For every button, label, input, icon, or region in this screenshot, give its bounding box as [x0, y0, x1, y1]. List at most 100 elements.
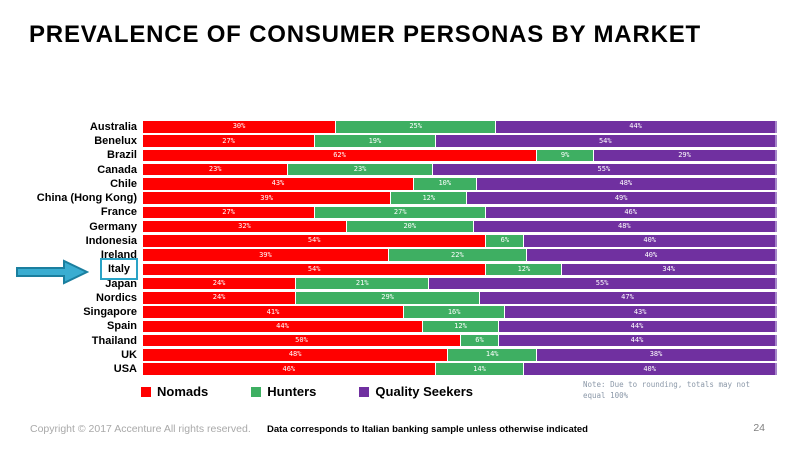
legend-label: Nomads	[157, 384, 209, 399]
stacked-bar: 27% 19% 54%	[143, 135, 777, 147]
stacked-bar: 48% 14% 38%	[143, 349, 777, 361]
chart-row: Indonesia 54% 6% 40%	[28, 235, 777, 247]
bar-segment-hunters: 20%	[345, 220, 473, 233]
highlight-arrow-shape	[16, 259, 89, 285]
stacked-bar: 43% 10% 48%	[143, 178, 777, 190]
bar-segment-hunters: 9%	[536, 149, 594, 162]
bar-value-label: 27%	[222, 207, 235, 216]
bar-value-label: 29%	[381, 293, 394, 302]
bar-segment-nomads: 39%	[143, 249, 388, 261]
bar-segment-hunters: 27%	[314, 206, 486, 219]
bar-segment-hunters: 6%	[460, 334, 499, 347]
chart-row: Benelux 27% 19% 54%	[28, 135, 777, 147]
category-label-text: Ireland	[100, 249, 137, 262]
category-label: Canada	[28, 164, 143, 176]
bar-segment-quality-seekers: 44%	[498, 320, 777, 333]
bar-value-label: 30%	[232, 122, 246, 131]
bar-segment-hunters: 23%	[287, 163, 432, 176]
bar-segment-quality-seekers: 43%	[504, 306, 777, 318]
bar-value-label: 16%	[447, 307, 461, 316]
category-label-text: Germany	[89, 220, 137, 233]
stacked-bar: 41% 16% 43%	[143, 306, 777, 318]
bar-value-label: 48%	[288, 350, 302, 359]
bar-value-label: 32%	[238, 222, 251, 231]
bar-segment-nomads: 46%	[143, 363, 435, 375]
stacked-bar: 39% 22% 40%	[143, 249, 777, 261]
category-label-text: Singapore	[83, 306, 137, 319]
category-label-text: Nordics	[96, 291, 137, 304]
category-label: Thailand	[28, 335, 143, 347]
legend-label: Quality Seekers	[375, 384, 473, 399]
bar-segment-hunters: 10%	[412, 178, 476, 190]
bar-value-label: 43%	[271, 179, 285, 188]
bar-value-label: 39%	[260, 193, 273, 202]
legend-item: Nomads	[141, 384, 208, 399]
chart-row: Australia 30% 25% 44%	[28, 121, 777, 133]
category-label: Benelux	[28, 135, 143, 147]
bar-segment-nomads: 27%	[143, 206, 315, 219]
bar-segment-hunters: 6%	[485, 235, 524, 247]
stacked-bar: 54% 12% 34%	[143, 263, 777, 276]
bar-value-label: 40%	[644, 250, 658, 259]
bar-value-label: 24%	[212, 279, 226, 288]
bar-value-label: 27%	[222, 136, 235, 145]
chart-row: France 27% 27% 46%	[28, 206, 777, 219]
chart-row: Germany 32% 20% 48%	[28, 221, 777, 233]
bar-segment-nomads: 50%	[143, 334, 460, 347]
chart-row: Chile 43% 10% 48%	[28, 178, 777, 190]
legend-swatch-icon	[251, 386, 262, 397]
bar-value-label: 44%	[629, 122, 642, 131]
bar-value-label: 43%	[633, 307, 647, 316]
bar-value-label: 55%	[595, 279, 609, 288]
stacked-bar: 54% 6% 40%	[143, 235, 777, 247]
bar-segment-quality-seekers: 34%	[561, 263, 777, 276]
bar-value-label: 46%	[282, 364, 296, 373]
category-label: Ireland	[28, 249, 143, 261]
chart-row: UK 48% 14% 38%	[28, 349, 777, 361]
bar-value-label: 44%	[630, 336, 644, 345]
chart-rows: Australia 30% 25% 44% Benelux 27% 19% 54% Brazil…	[28, 121, 777, 375]
category-label: USA	[28, 363, 143, 375]
highlight-arrow-icon	[16, 259, 89, 285]
bar-segment-hunters: 14%	[434, 363, 524, 375]
legend-label: Hunters	[267, 384, 317, 399]
bar-segment-quality-seekers: 47%	[479, 292, 777, 304]
bar-value-label: 6%	[500, 236, 510, 245]
bar-value-label: 29%	[678, 150, 691, 159]
bar-value-label: 40%	[643, 236, 657, 245]
legend-item: Hunters	[251, 384, 316, 399]
bar-value-label: 62%	[333, 150, 346, 159]
bar-segment-quality-seekers: 49%	[466, 192, 777, 204]
category-label: Indonesia	[28, 235, 143, 247]
chart-row: Canada 23% 23% 55%	[28, 164, 777, 176]
category-label: Germany	[28, 221, 143, 233]
bar-segment-nomads: 62%	[143, 149, 537, 162]
category-label: Italy	[28, 258, 143, 281]
stacked-bar: 30% 25% 44%	[143, 121, 777, 133]
chart-row: Brazil 62% 9% 29%	[28, 149, 777, 162]
chart-row: USA 46% 14% 40%	[28, 363, 777, 375]
bar-value-label: 50%	[295, 336, 308, 345]
bar-segment-hunters: 22%	[387, 249, 526, 261]
bar-value-label: 6%	[475, 336, 484, 345]
bar-value-label: 48%	[618, 222, 631, 231]
bar-segment-quality-seekers: 29%	[593, 149, 777, 162]
bar-value-label: 47%	[621, 293, 634, 302]
bar-value-label: 46%	[624, 207, 637, 216]
stacked-bar: 44% 12% 44%	[143, 320, 777, 333]
bar-segment-hunters: 21%	[295, 277, 429, 290]
stacked-bar: 24% 21% 55%	[143, 277, 777, 290]
stacked-bar: 23% 23% 55%	[143, 163, 777, 176]
category-label-text: Australia	[89, 120, 137, 133]
category-label: Nordics	[28, 292, 143, 304]
category-label-text: Canada	[97, 163, 137, 176]
category-label-text: China (Hong Kong)	[36, 192, 137, 205]
bar-value-label: 44%	[276, 321, 289, 330]
category-label-text: Japan	[105, 277, 137, 290]
bar-segment-nomads: 44%	[143, 320, 422, 333]
bar-value-label: 40%	[643, 364, 656, 373]
bar-segment-quality-seekers: 44%	[495, 121, 777, 133]
bar-value-label: 23%	[208, 165, 222, 174]
bar-segment-hunters: 29%	[295, 292, 480, 304]
chart-row: Thailand 50% 6% 44%	[28, 335, 777, 347]
